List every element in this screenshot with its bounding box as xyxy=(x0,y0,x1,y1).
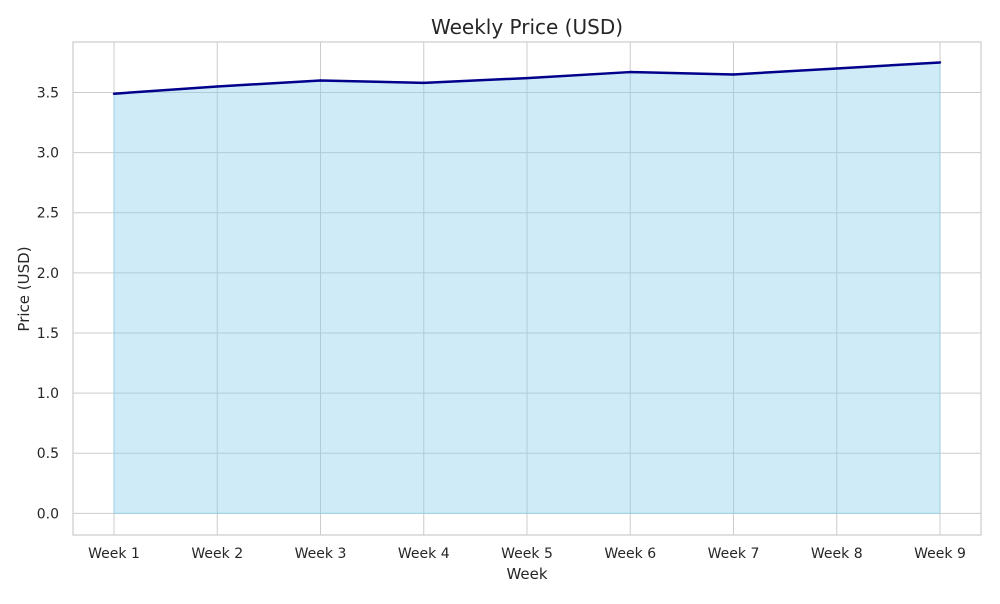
x-axis-label: Week xyxy=(506,565,547,583)
data-point-9 xyxy=(938,61,942,64)
x-tick-label: Week 1 xyxy=(88,546,140,562)
y-tick-label: 0.0 xyxy=(37,506,59,522)
y-tick-label: 2.0 xyxy=(37,266,59,282)
data-point-2 xyxy=(216,85,219,88)
y-tick-label: 1.5 xyxy=(37,326,59,342)
x-tick-label: Week 8 xyxy=(811,546,863,562)
y-axis-label: Price (USD) xyxy=(15,246,33,331)
data-point-6 xyxy=(629,70,632,74)
data-point-8 xyxy=(835,67,838,70)
y-tick-label: 0.5 xyxy=(37,446,59,462)
data-point-5 xyxy=(525,76,529,80)
x-tick-label: Week 2 xyxy=(191,546,243,562)
y-tick-label: 3.0 xyxy=(37,146,59,162)
data-point-4 xyxy=(422,81,425,85)
price-area-fill xyxy=(113,61,941,514)
y-tick-label: 2.5 xyxy=(37,206,59,222)
y-tick-label: 1.0 xyxy=(37,386,59,402)
x-tick-label: Week 4 xyxy=(398,546,450,562)
y-tick-label: 3.5 xyxy=(37,86,59,102)
x-tick-label: Week 9 xyxy=(914,546,966,562)
data-point-3 xyxy=(319,79,322,82)
plot-frame xyxy=(72,41,982,536)
x-tick-label: Week 3 xyxy=(295,546,347,562)
chart-title: Weekly Price (USD) xyxy=(431,15,623,39)
data-point-1 xyxy=(112,92,116,95)
data-point-7 xyxy=(732,73,735,76)
x-tick-label: Week 5 xyxy=(501,546,553,562)
x-tick-label: Week 7 xyxy=(708,546,760,562)
x-tick-label: Week 6 xyxy=(604,546,656,562)
